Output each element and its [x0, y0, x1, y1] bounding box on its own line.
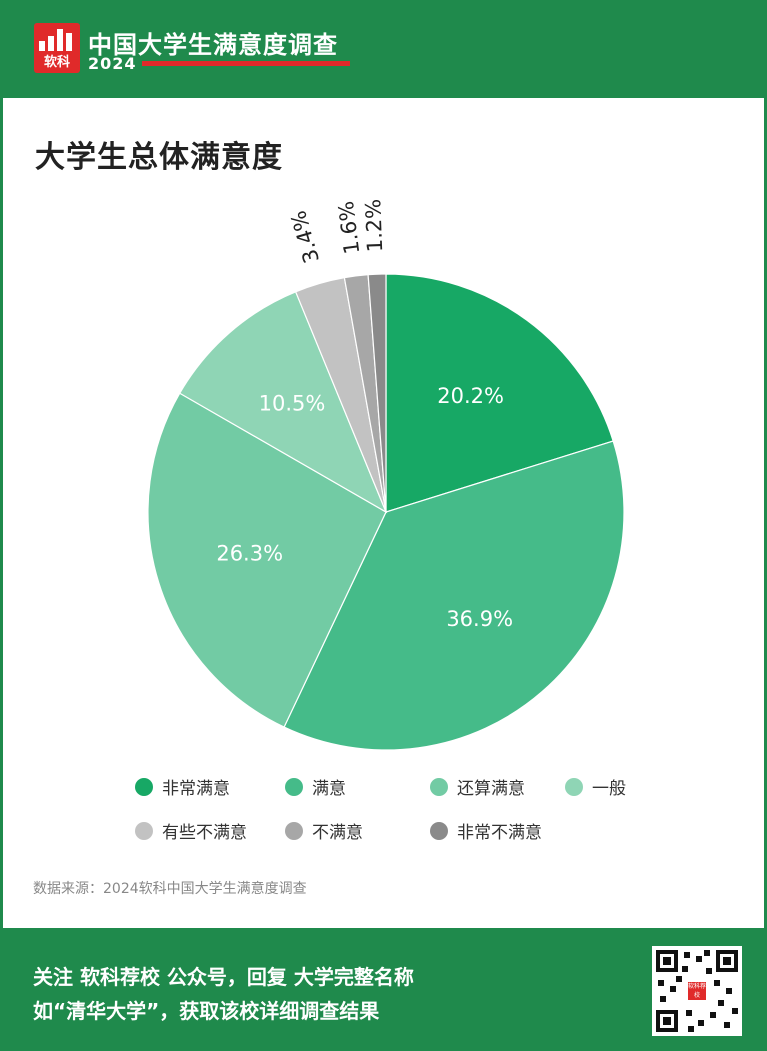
legend-swatch: [430, 821, 448, 840]
chart-card: 大学生总体满意度 20.2% 36.9% 26.3% 10.5% 3.4% 1.6% 1.2…: [0, 98, 767, 928]
qr-code[interactable]: 软科荐校: [652, 946, 742, 1036]
legend-item-2: 满意: [285, 774, 346, 799]
header-banner: 软科 中国大学生满意度调查 2024: [0, 0, 767, 98]
qr-pattern: [656, 950, 738, 1032]
legend-label: 不满意: [312, 823, 363, 843]
legend-item-4: 一般: [565, 774, 626, 799]
cta-line-2: 如“清华大学”，获取该校详细调查结果: [33, 999, 380, 1023]
footer-banner: 关注 软科荐校 公众号，回复 大学完整名称 如“清华大学”，获取该校详细调查结果…: [0, 928, 767, 1051]
chart-title: 大学生总体满意度: [35, 140, 283, 175]
pie-slice-3: [147, 392, 387, 728]
cta-line-1: 关注 软科荐校 公众号，回复 大学完整名称: [33, 965, 414, 989]
pie-slice-4: [178, 291, 388, 514]
legend-item-3: 还算满意: [430, 774, 525, 799]
logo-text: 软科: [43, 55, 70, 70]
pie-slice-2: [283, 440, 625, 751]
legend-swatch: [565, 777, 583, 796]
legend-swatch: [285, 821, 303, 840]
legend-label: 满意: [312, 779, 346, 799]
pie-slice-7: [367, 273, 387, 513]
legend-label: 有些不满意: [162, 823, 247, 843]
legend-label: 非常不满意: [457, 823, 542, 843]
bar-chart-icon: [39, 29, 75, 51]
legend-item-1: 非常满意: [135, 774, 230, 799]
legend-item-7: 非常不满意: [430, 818, 542, 843]
legend-label: 非常满意: [162, 779, 230, 799]
slice-label-1: 20.2%: [437, 384, 504, 408]
title-underline: [142, 61, 350, 66]
ruanke-logo: 软科: [34, 23, 80, 73]
legend-label: 还算满意: [457, 779, 525, 799]
legend-label: 一般: [592, 779, 626, 799]
survey-year: 2024: [88, 54, 137, 73]
pie-chart: 20.2% 36.9% 26.3% 10.5% 3.4% 1.6%1.2%: [147, 198, 625, 751]
legend-swatch: [135, 777, 153, 796]
slice-label-4: 10.5%: [259, 392, 326, 416]
pie-slice-1: [385, 273, 614, 513]
qr-center-logo: 软科荐校: [688, 982, 707, 1000]
data-source: 数据来源：2024软科中国大学生满意度调查: [33, 881, 307, 897]
slice-label-2: 36.9%: [446, 607, 513, 631]
slice-label-3: 26.3%: [216, 542, 283, 566]
legend-swatch: [135, 821, 153, 840]
slice-label-5: 3.4%: [286, 208, 324, 266]
chart-legend: 非常满意 满意 还算满意 一般有些不满意 不满意 非常不满意: [135, 774, 695, 854]
legend-item-5: 有些不满意: [135, 818, 247, 843]
legend-swatch: [285, 777, 303, 796]
legend-item-6: 不满意: [285, 818, 363, 843]
slice-label-7: 1.2%: [361, 198, 387, 252]
slice-label-6: 1.6%: [334, 200, 364, 256]
survey-title: 中国大学生满意度调查: [88, 31, 338, 59]
legend-swatch: [430, 777, 448, 796]
